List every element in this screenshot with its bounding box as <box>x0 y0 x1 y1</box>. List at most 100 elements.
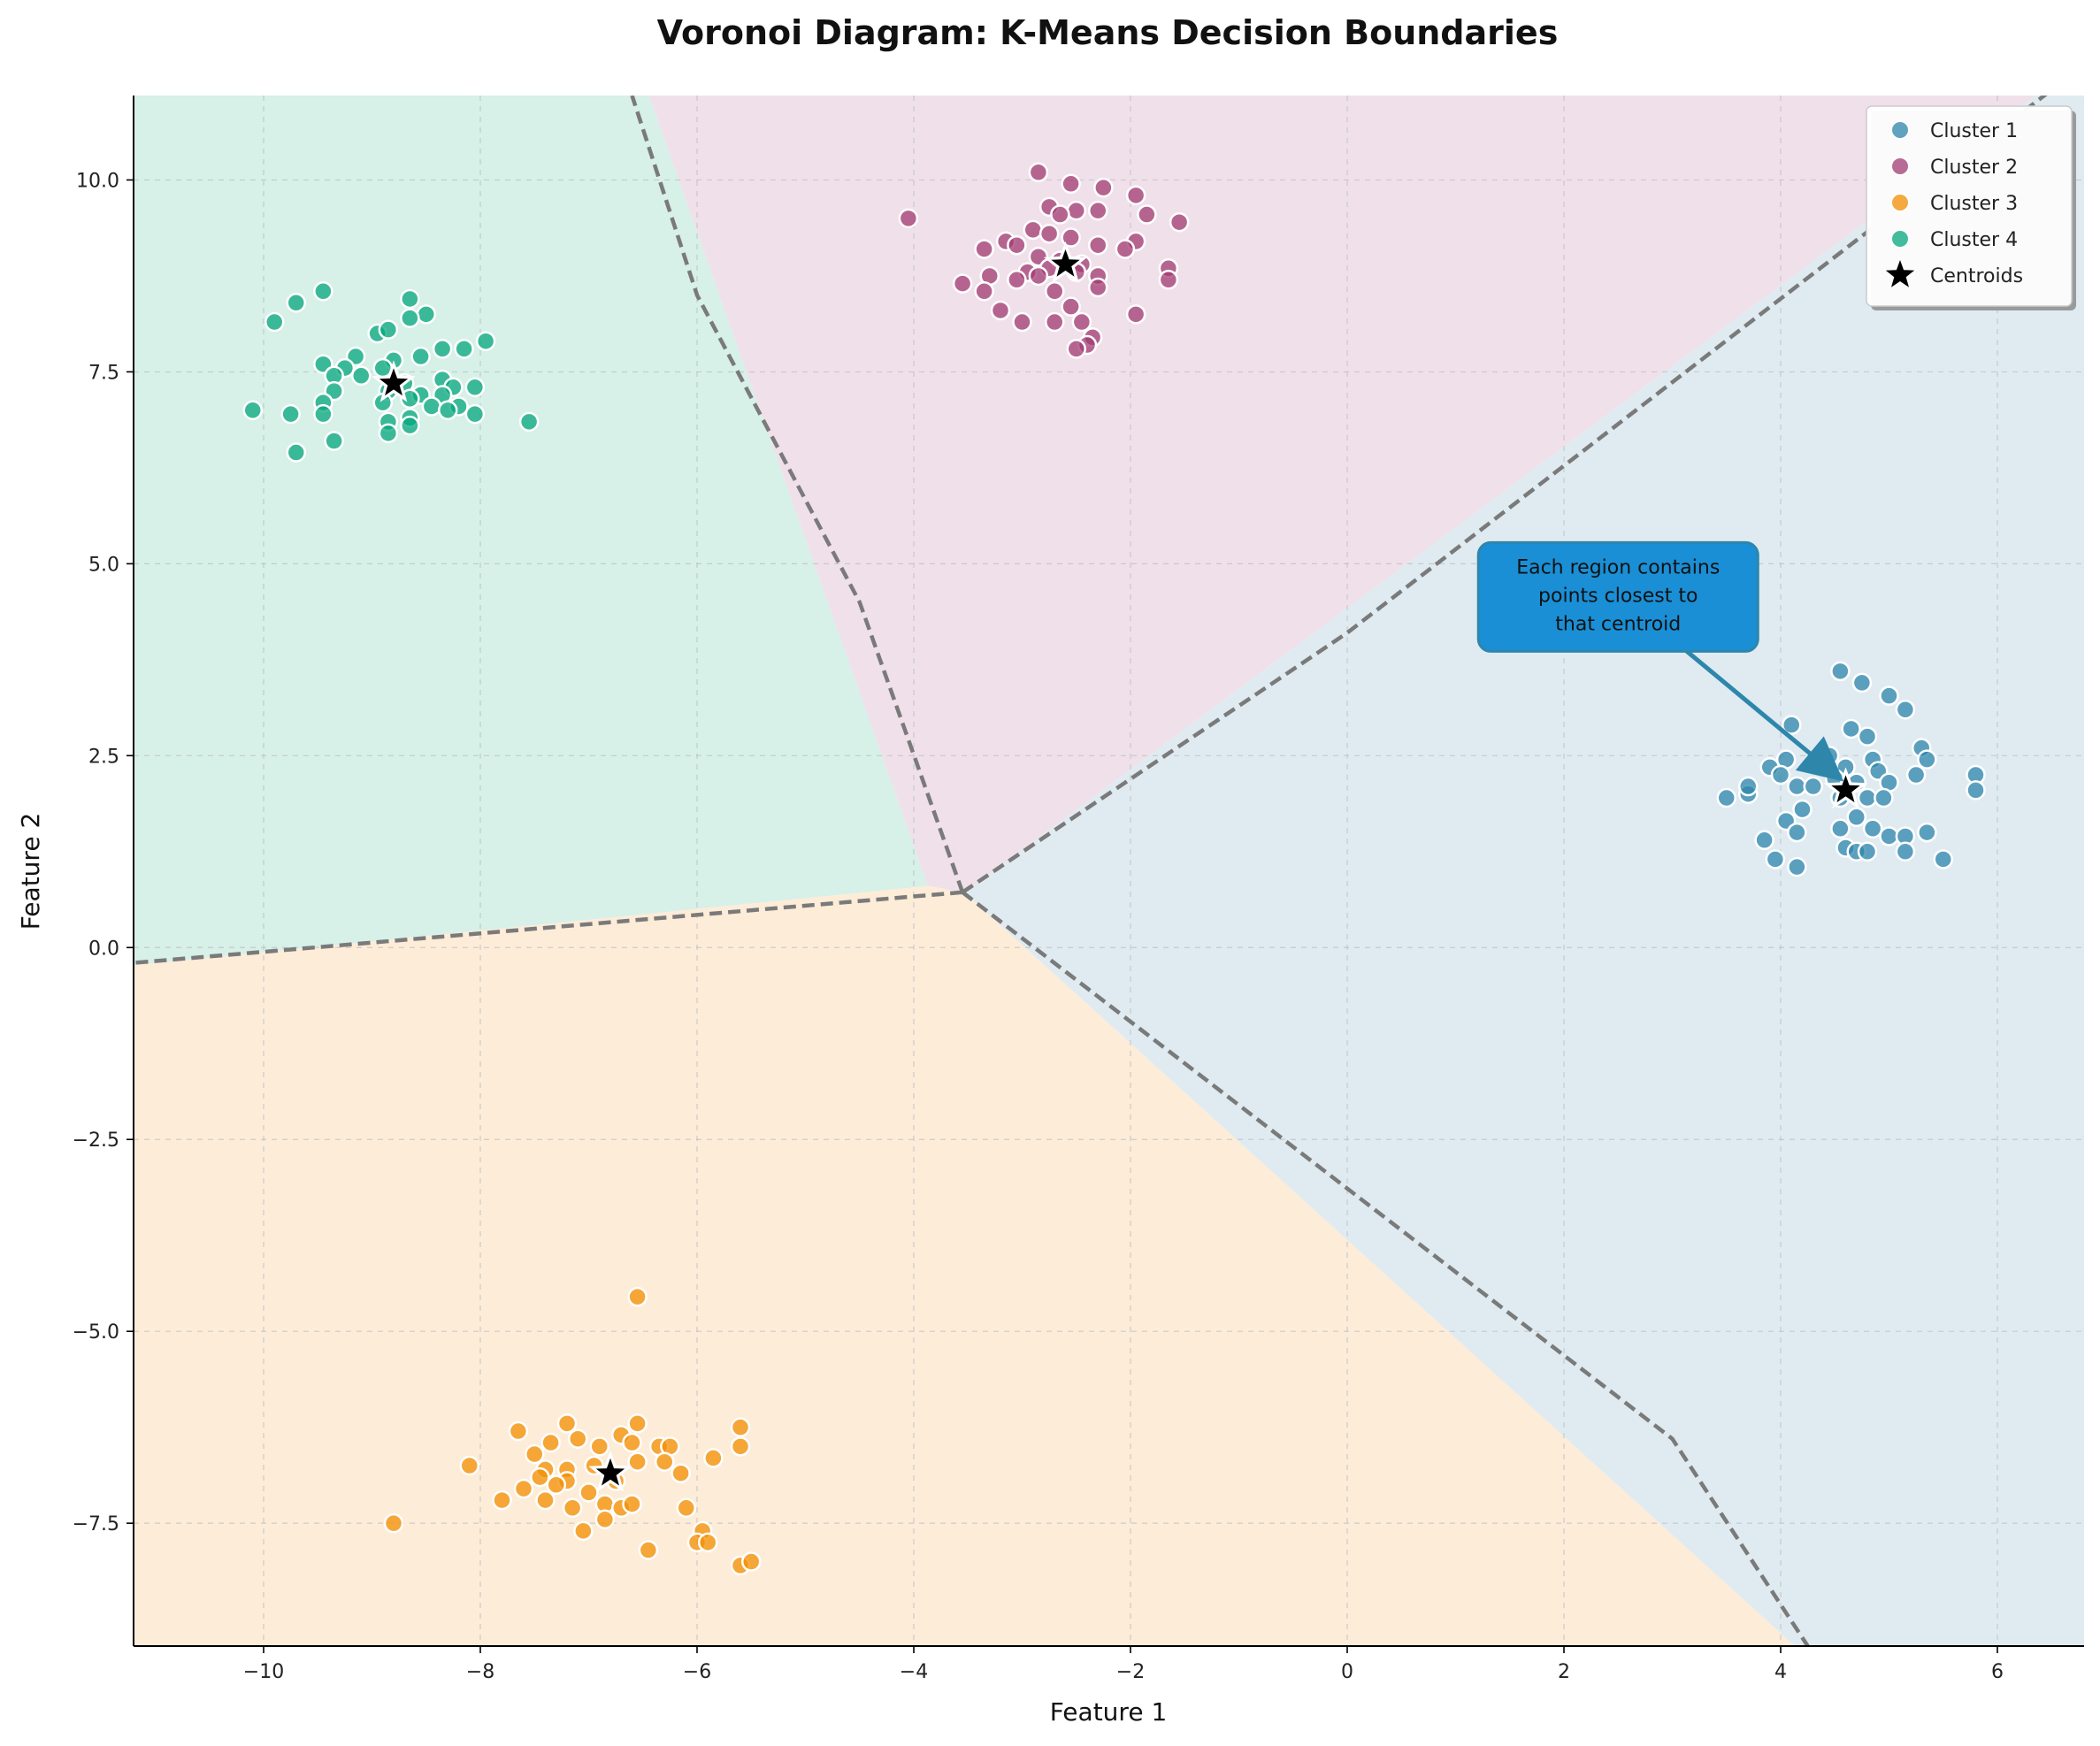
cluster-2-point <box>1050 204 1070 225</box>
x-tick-label: −2 <box>1116 1661 1145 1683</box>
cluster-4-point <box>400 415 420 436</box>
cluster-2-point <box>1039 223 1060 244</box>
cluster-3-point <box>622 1494 642 1514</box>
cluster-1-point <box>1846 807 1866 828</box>
legend-label-cluster-3: Cluster 3 <box>1930 193 2018 215</box>
legend-marker-centroids <box>1885 260 1915 287</box>
cluster-3-point <box>513 1478 534 1499</box>
cluster-1-point <box>1787 822 1807 843</box>
cluster-2-point <box>1093 177 1114 198</box>
centroid-4 <box>379 368 409 396</box>
cluster-4-point <box>242 400 263 421</box>
cluster-4-point <box>286 442 306 463</box>
legend-marker-cluster-4 <box>1890 229 1910 249</box>
x-tick-label: −6 <box>683 1661 711 1683</box>
cluster-4-point <box>454 339 474 359</box>
cluster-3-point <box>671 1463 691 1483</box>
cluster-1-point <box>1874 787 1894 808</box>
cluster-3-point <box>459 1455 479 1476</box>
cluster-1-point <box>1830 818 1851 839</box>
x-axis-label: Feature 1 <box>1050 1697 1168 1727</box>
cluster-3-point <box>562 1497 583 1519</box>
region-3 <box>134 885 1796 1646</box>
x-tick-label: 4 <box>1774 1661 1787 1683</box>
legend-marker-cluster-2 <box>1890 157 1910 176</box>
cluster-2-point <box>1023 219 1043 241</box>
cluster-2-point <box>990 300 1011 321</box>
cluster-4-point <box>438 400 458 421</box>
cluster-4-point <box>432 339 453 359</box>
cluster-2-point <box>1088 277 1108 298</box>
annotation: Each region contains points closest to tha… <box>1476 540 1844 782</box>
cluster-1-point <box>1754 830 1774 851</box>
cluster-2-point <box>1125 304 1146 325</box>
cluster-1-point <box>1895 700 1916 720</box>
cluster-1-point <box>1862 818 1883 839</box>
cluster-1-point <box>1792 799 1813 820</box>
cluster-2-point <box>1137 204 1157 225</box>
cluster-1-point <box>1917 822 1937 843</box>
cluster-3-point <box>622 1432 642 1453</box>
cluster-4-point <box>475 331 496 351</box>
cluster-4-point <box>400 388 420 410</box>
cluster-1-point <box>1857 787 1878 808</box>
y-tick-label: 5.0 <box>88 554 119 576</box>
legend-label-cluster-4: Cluster 4 <box>1930 229 2018 251</box>
axes <box>133 96 2084 1647</box>
x-tick-label: 0 <box>1341 1661 1353 1683</box>
region-2 <box>648 96 2036 893</box>
cluster-3-point <box>627 1286 648 1307</box>
centroid-3 <box>595 1458 625 1486</box>
cluster-3-point <box>556 1413 578 1434</box>
cluster-2-point <box>1007 234 1027 256</box>
y-tick-label: 2.5 <box>88 746 119 768</box>
cluster-4-point <box>378 319 399 340</box>
y-tick-label: 10.0 <box>76 170 119 192</box>
cluster-1-point <box>1851 672 1873 693</box>
cluster-2-point <box>1169 211 1190 233</box>
cluster-3-point <box>589 1436 609 1457</box>
cluster-1-point <box>1879 826 1899 846</box>
chart-title: Voronoi Diagram: K-Means Decision Bounda… <box>657 13 1559 52</box>
cluster-4-point <box>286 293 306 313</box>
cluster-3-point <box>741 1551 762 1572</box>
cluster-2-point <box>1088 200 1108 221</box>
cluster-3-point <box>698 1532 718 1553</box>
cluster-1-point <box>1857 726 1878 747</box>
legend-label-cluster-1: Cluster 1 <box>1930 120 2018 142</box>
cluster-2-point <box>1045 311 1065 333</box>
cluster-4-point <box>416 304 436 325</box>
cluster-1-point <box>1830 661 1851 682</box>
cluster-1-point <box>1770 764 1791 785</box>
cluster-4-point <box>378 423 399 444</box>
x-tick-label: −8 <box>466 1661 494 1683</box>
cluster-2-point <box>1125 185 1146 206</box>
cluster-1-point <box>1765 849 1786 869</box>
cluster-1-point <box>1803 776 1823 797</box>
cluster-3-point <box>383 1512 404 1534</box>
cluster-3-point <box>627 1413 648 1434</box>
cluster-2-point <box>1007 270 1027 290</box>
cluster-2-point <box>1028 162 1049 183</box>
annotation-text-line: points closest to <box>1538 585 1698 607</box>
cluster-4-point <box>464 403 486 425</box>
cluster-4-point <box>410 346 431 367</box>
cluster-3-point <box>546 1474 566 1496</box>
cluster-3-point <box>676 1497 696 1519</box>
cluster-1-point <box>1787 776 1807 797</box>
cluster-3-point <box>638 1540 659 1560</box>
annotation-arrow <box>1682 646 1844 782</box>
cluster-4-point <box>324 431 344 451</box>
cluster-3-point <box>655 1451 675 1472</box>
x-tick-label: −10 <box>243 1661 284 1683</box>
legend: Cluster 1 Cluster 2 Cluster 3 Cluster 4 Cent… <box>1866 105 2076 310</box>
legend-marker-cluster-1 <box>1890 120 1910 140</box>
cluster-1-point <box>1905 764 1927 785</box>
annotation-text-line: Each region contains <box>1516 556 1720 578</box>
annotation-box <box>1476 540 1759 653</box>
scatter-points <box>242 162 1986 1576</box>
cluster-3-point <box>594 1509 616 1530</box>
y-tick-label: −5.0 <box>73 1321 119 1344</box>
cluster-2-point <box>1061 296 1081 317</box>
